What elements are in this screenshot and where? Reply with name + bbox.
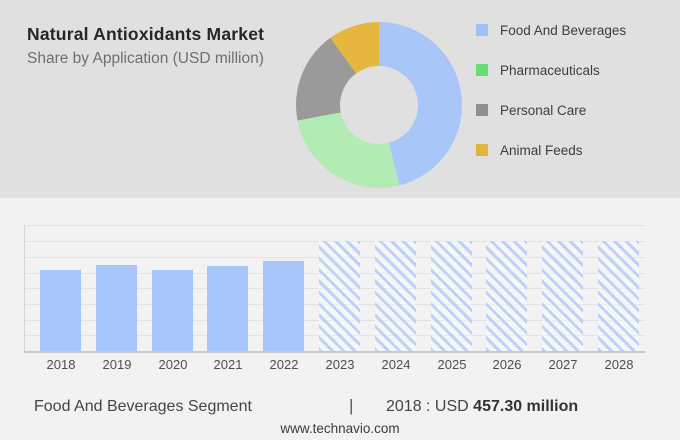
x-tick-label: 2023 [325, 357, 355, 372]
x-tick-label: 2024 [381, 357, 411, 372]
bar-2019 [96, 265, 137, 351]
bar-2018 [40, 270, 81, 351]
legend-swatch-icon [476, 24, 488, 36]
donut-hole [340, 66, 418, 144]
legend-label: Food And Beverages [500, 22, 627, 38]
bar-2020 [152, 270, 193, 351]
bar-2023 [319, 241, 360, 351]
legend-swatch-icon [476, 104, 488, 116]
bar-2028 [598, 241, 639, 351]
bar-2021 [207, 266, 248, 351]
x-tick-label: 2021 [213, 357, 243, 372]
legend-label: Pharmaceuticals [500, 62, 600, 78]
y-axis-line [24, 225, 25, 351]
x-axis-line [24, 351, 645, 353]
footer-separator: | [349, 396, 354, 415]
legend-item: Pharmaceuticals [476, 50, 676, 90]
bar-2027 [542, 241, 583, 351]
page-title: Natural Antioxidants Market [27, 24, 265, 44]
x-tick-label: 2027 [548, 357, 578, 372]
x-tick-label: 2018 [46, 357, 76, 372]
legend-label: Personal Care [500, 102, 587, 118]
legend-item: Food And Beverages [476, 10, 676, 50]
legend-item: Personal Care [476, 90, 676, 130]
page-subtitle: Share by Application (USD million) [27, 50, 264, 67]
legend-swatch-icon [476, 144, 488, 156]
donut-chart [296, 22, 462, 188]
bar-2024 [375, 241, 416, 351]
website-text: www.technavio.com [280, 421, 400, 436]
x-tick-label: 2022 [269, 357, 299, 372]
value-prefix: 2018 : USD [386, 398, 469, 415]
bar-2026 [486, 241, 527, 351]
value-amount: 457.30 million [473, 398, 579, 415]
chart-panel: 2018 2019 2020 2021 2022 2023 2024 2025 2026 2027… [0, 198, 680, 440]
legend: Food And Beverages Pharmaceuticals Persona… [476, 10, 676, 170]
x-tick-label: 2025 [437, 357, 467, 372]
x-tick-label: 2028 [604, 357, 634, 372]
legend-item: Animal Feeds [476, 130, 676, 170]
legend-swatch-icon [476, 64, 488, 76]
header-panel: Natural Antioxidants Market Share by App… [0, 0, 680, 198]
x-tick-label: 2019 [102, 357, 132, 372]
segment-value: 2018 : USD 457.30 million [386, 398, 578, 416]
x-tick-label: 2026 [492, 357, 522, 372]
bar-2025 [431, 241, 472, 351]
segment-label: Food And Beverages Segment [34, 398, 252, 415]
x-tick-label: 2020 [158, 357, 188, 372]
bar-2022 [263, 261, 304, 351]
legend-label: Animal Feeds [500, 142, 583, 158]
gridline [24, 225, 645, 226]
